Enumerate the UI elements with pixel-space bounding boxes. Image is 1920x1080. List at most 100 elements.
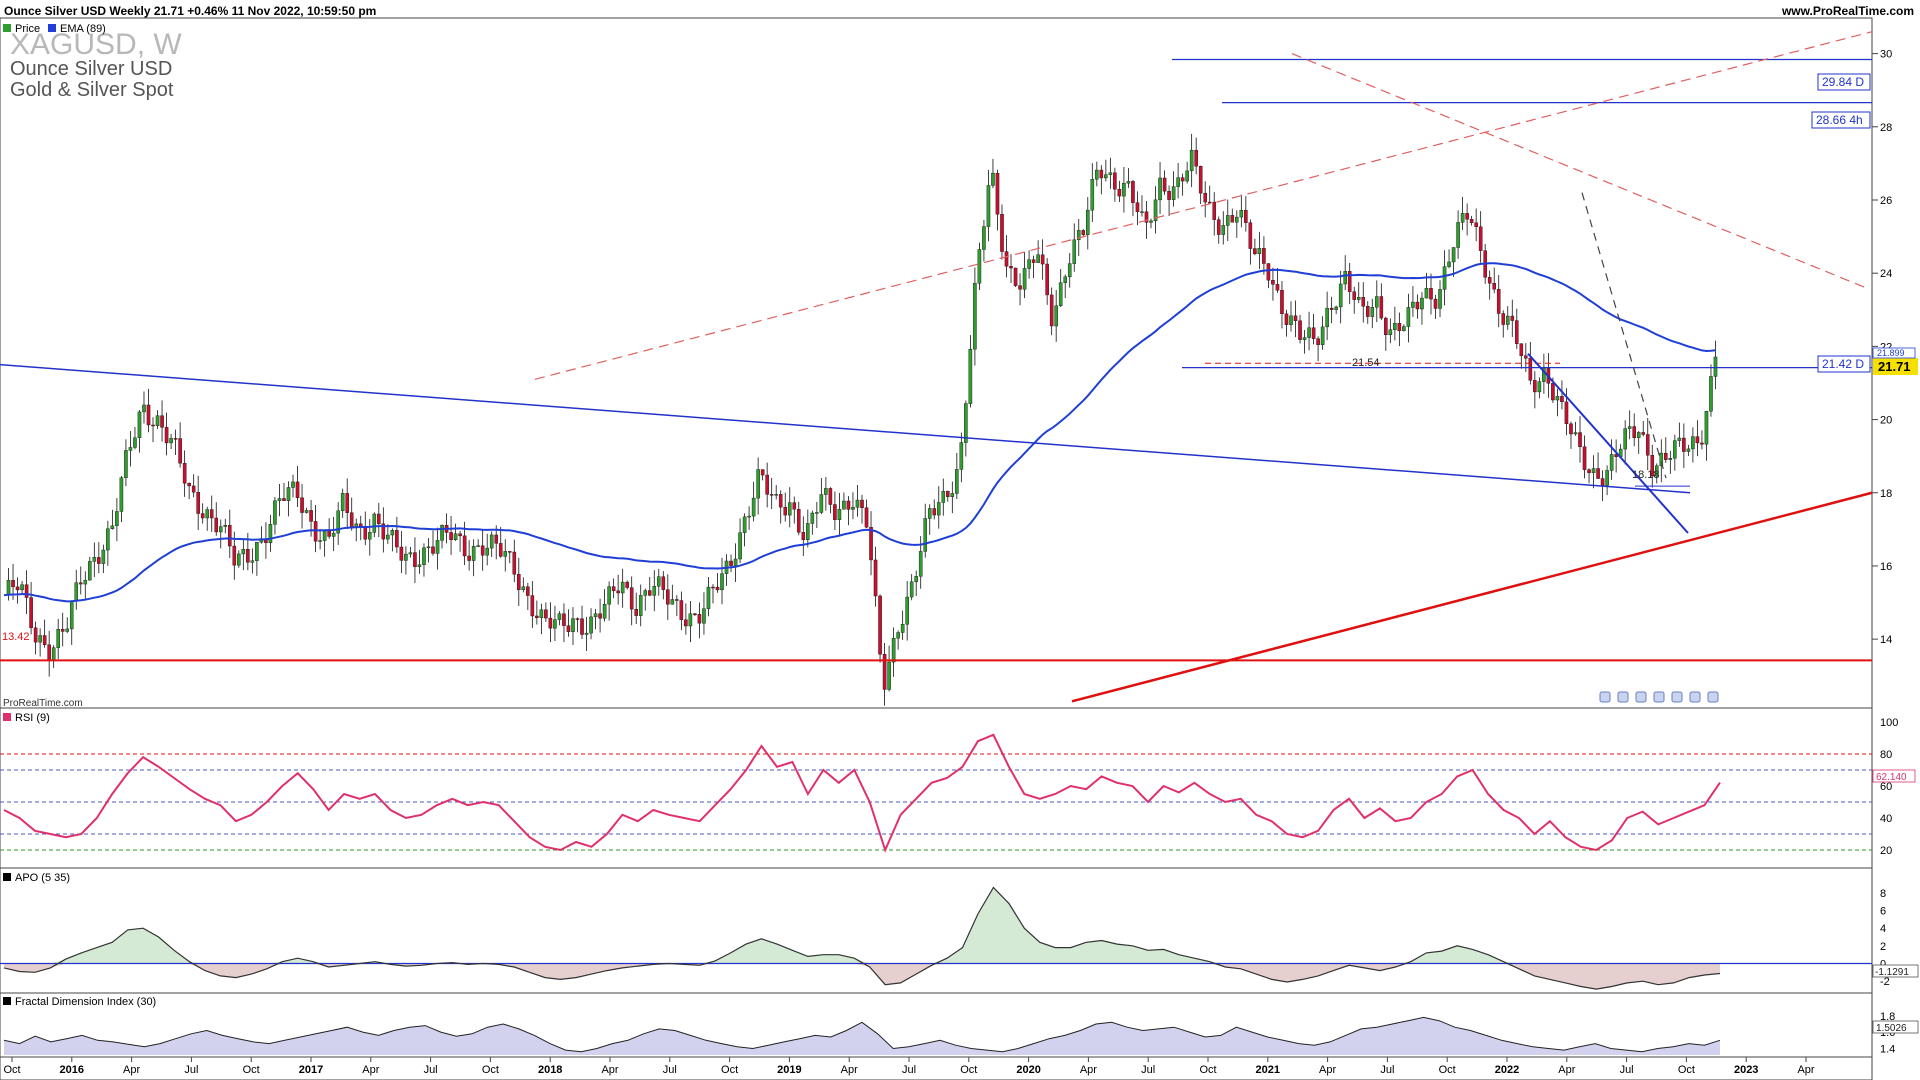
apo-value-tag-text: -1.1291 <box>1875 967 1909 978</box>
descending-trendline <box>0 363 1691 494</box>
candle-body <box>196 491 200 514</box>
apo-axis-label: 6 <box>1880 906 1886 918</box>
tool-icon[interactable] <box>1707 691 1719 703</box>
candle-body <box>1505 315 1510 325</box>
top-bar: Ounce Silver USD Weekly 21.71 +0.46% 11 … <box>0 0 1920 22</box>
candle-body <box>1049 294 1054 327</box>
apo-panel-title[interactable]: APO (5 35) <box>15 872 70 884</box>
apo-line <box>3 886 1721 990</box>
candle-body <box>1560 396 1564 403</box>
candle-body <box>345 493 349 513</box>
candle-body <box>1212 201 1217 220</box>
price-axis-label: 24 <box>1880 268 1892 280</box>
candle-body <box>1126 181 1131 184</box>
fdi-panel-title[interactable]: Fractal Dimension Index (30) <box>15 996 156 1008</box>
time-axis-label: Apr <box>601 1064 618 1076</box>
time-axis-label: Oct <box>3 1064 20 1076</box>
candle-body <box>1176 177 1180 187</box>
candle-body <box>1370 307 1375 317</box>
rsi-axis-label: 40 <box>1880 813 1892 825</box>
apo-negative-area <box>4 963 1720 990</box>
candle-body <box>1140 211 1144 213</box>
candle-body <box>787 502 792 516</box>
candle-body <box>584 632 589 635</box>
candle-body <box>544 609 548 619</box>
time-axis-label: Jul <box>663 1064 677 1076</box>
tool-icon[interactable] <box>1599 691 1611 703</box>
candle-body <box>647 590 652 596</box>
drawing-tools-icons[interactable] <box>1599 691 1719 703</box>
rsi-reference-lines <box>0 753 1872 851</box>
rsi-axis-label: 100 <box>1880 717 1898 729</box>
candle-body <box>702 608 706 624</box>
price-axis-label: 20 <box>1880 415 1892 427</box>
candle-body <box>413 552 417 567</box>
candle-body <box>1654 465 1659 477</box>
tool-icon[interactable] <box>1689 691 1701 703</box>
candle-body <box>1221 225 1226 235</box>
tool-icon[interactable] <box>1617 691 1629 703</box>
candle-body <box>1641 432 1646 435</box>
candle-body <box>1086 209 1090 235</box>
tool-icon[interactable] <box>1671 691 1683 703</box>
candle-body <box>973 283 977 350</box>
apo-axis-label: 0 <box>1880 959 1886 971</box>
candle-body <box>1171 186 1176 200</box>
candle-body <box>1424 288 1429 299</box>
candle-body <box>503 551 508 557</box>
candle-body <box>1018 285 1022 290</box>
level-tag-2142-text: 21.42 D <box>1822 357 1864 371</box>
level-tag-2984-text: 29.84 D <box>1822 75 1864 89</box>
tool-icon[interactable] <box>1653 691 1665 703</box>
candle-body <box>56 629 60 648</box>
candle-body <box>1438 289 1442 309</box>
candle-body <box>97 557 101 564</box>
candle-body <box>1329 307 1334 310</box>
candle-body <box>1555 396 1560 401</box>
candle-body <box>29 597 33 629</box>
rsi-axis: 20 40 60 80 100 <box>1880 717 1898 857</box>
candle-body <box>774 494 778 496</box>
level-tag-2866-text: 28.66 4h <box>1816 113 1863 127</box>
level-1818-text: 18.18 <box>1632 469 1660 481</box>
candle-body <box>756 469 760 499</box>
fdi-line <box>3 1016 1721 1053</box>
candle-body <box>1316 338 1320 345</box>
candle-body <box>1307 327 1311 338</box>
candle-body <box>670 599 675 605</box>
candle-body <box>620 581 625 594</box>
time-axis-label: Apr <box>1319 1064 1336 1076</box>
chart-header-title: Ounce Silver USD Weekly 21.71 +0.46% 11 … <box>4 4 377 18</box>
candle-body <box>1004 251 1009 267</box>
candle-body <box>1108 172 1113 175</box>
candle-body <box>729 560 733 566</box>
rsi-panel-title[interactable]: RSI (9) <box>15 712 50 724</box>
candle-body <box>535 615 539 618</box>
site-link[interactable]: www.ProRealTime.com <box>1781 4 1914 18</box>
candle-body <box>1433 298 1438 309</box>
candle-body <box>1063 276 1067 283</box>
candle-body <box>900 624 905 633</box>
candle-body <box>205 509 209 519</box>
candle-body <box>1040 254 1045 265</box>
candle-body <box>304 510 309 513</box>
legend-price[interactable]: Price <box>15 23 40 35</box>
candle-body <box>300 497 304 513</box>
time-axis-label: Oct <box>721 1064 738 1076</box>
candle-body <box>178 438 182 464</box>
candle-body <box>553 619 557 629</box>
time-axis-label: Jul <box>424 1064 438 1076</box>
tool-icon[interactable] <box>1635 691 1647 703</box>
candle-body <box>1501 313 1506 325</box>
candle-body <box>1343 271 1347 285</box>
candle-body <box>282 498 286 501</box>
candle-body <box>657 576 661 587</box>
candle-body <box>1668 458 1673 460</box>
symbol-watermark: XAGUSD, W <box>10 28 182 61</box>
legend-ema[interactable]: EMA (89) <box>60 23 106 35</box>
time-axis-label: Oct <box>960 1064 977 1076</box>
candle-body <box>277 498 282 501</box>
candle-body <box>1104 174 1108 179</box>
time-axis-label: Jul <box>1620 1064 1634 1076</box>
